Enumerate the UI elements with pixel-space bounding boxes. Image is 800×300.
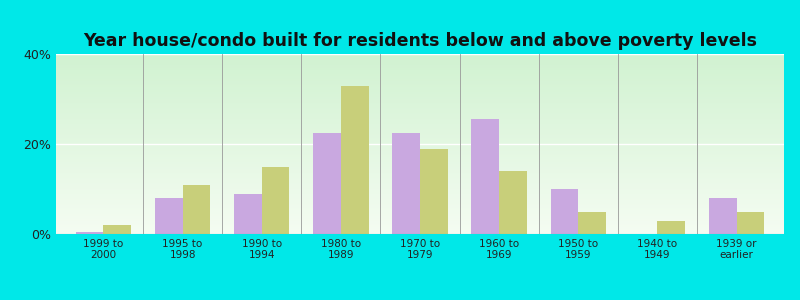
- Bar: [471, 119, 499, 234]
- Bar: [76, 232, 103, 234]
- Bar: [658, 220, 685, 234]
- Bar: [155, 198, 182, 234]
- Bar: [182, 184, 210, 234]
- Bar: [420, 148, 448, 234]
- Bar: [392, 133, 420, 234]
- Bar: [737, 212, 764, 234]
- Bar: [234, 194, 262, 234]
- Bar: [262, 167, 290, 234]
- Bar: [313, 133, 341, 234]
- Bar: [709, 198, 737, 234]
- Bar: [499, 171, 527, 234]
- Bar: [341, 85, 369, 234]
- Title: Year house/condo built for residents below and above poverty levels: Year house/condo built for residents bel…: [83, 32, 757, 50]
- Bar: [578, 212, 606, 234]
- Bar: [550, 189, 578, 234]
- Bar: [103, 225, 131, 234]
